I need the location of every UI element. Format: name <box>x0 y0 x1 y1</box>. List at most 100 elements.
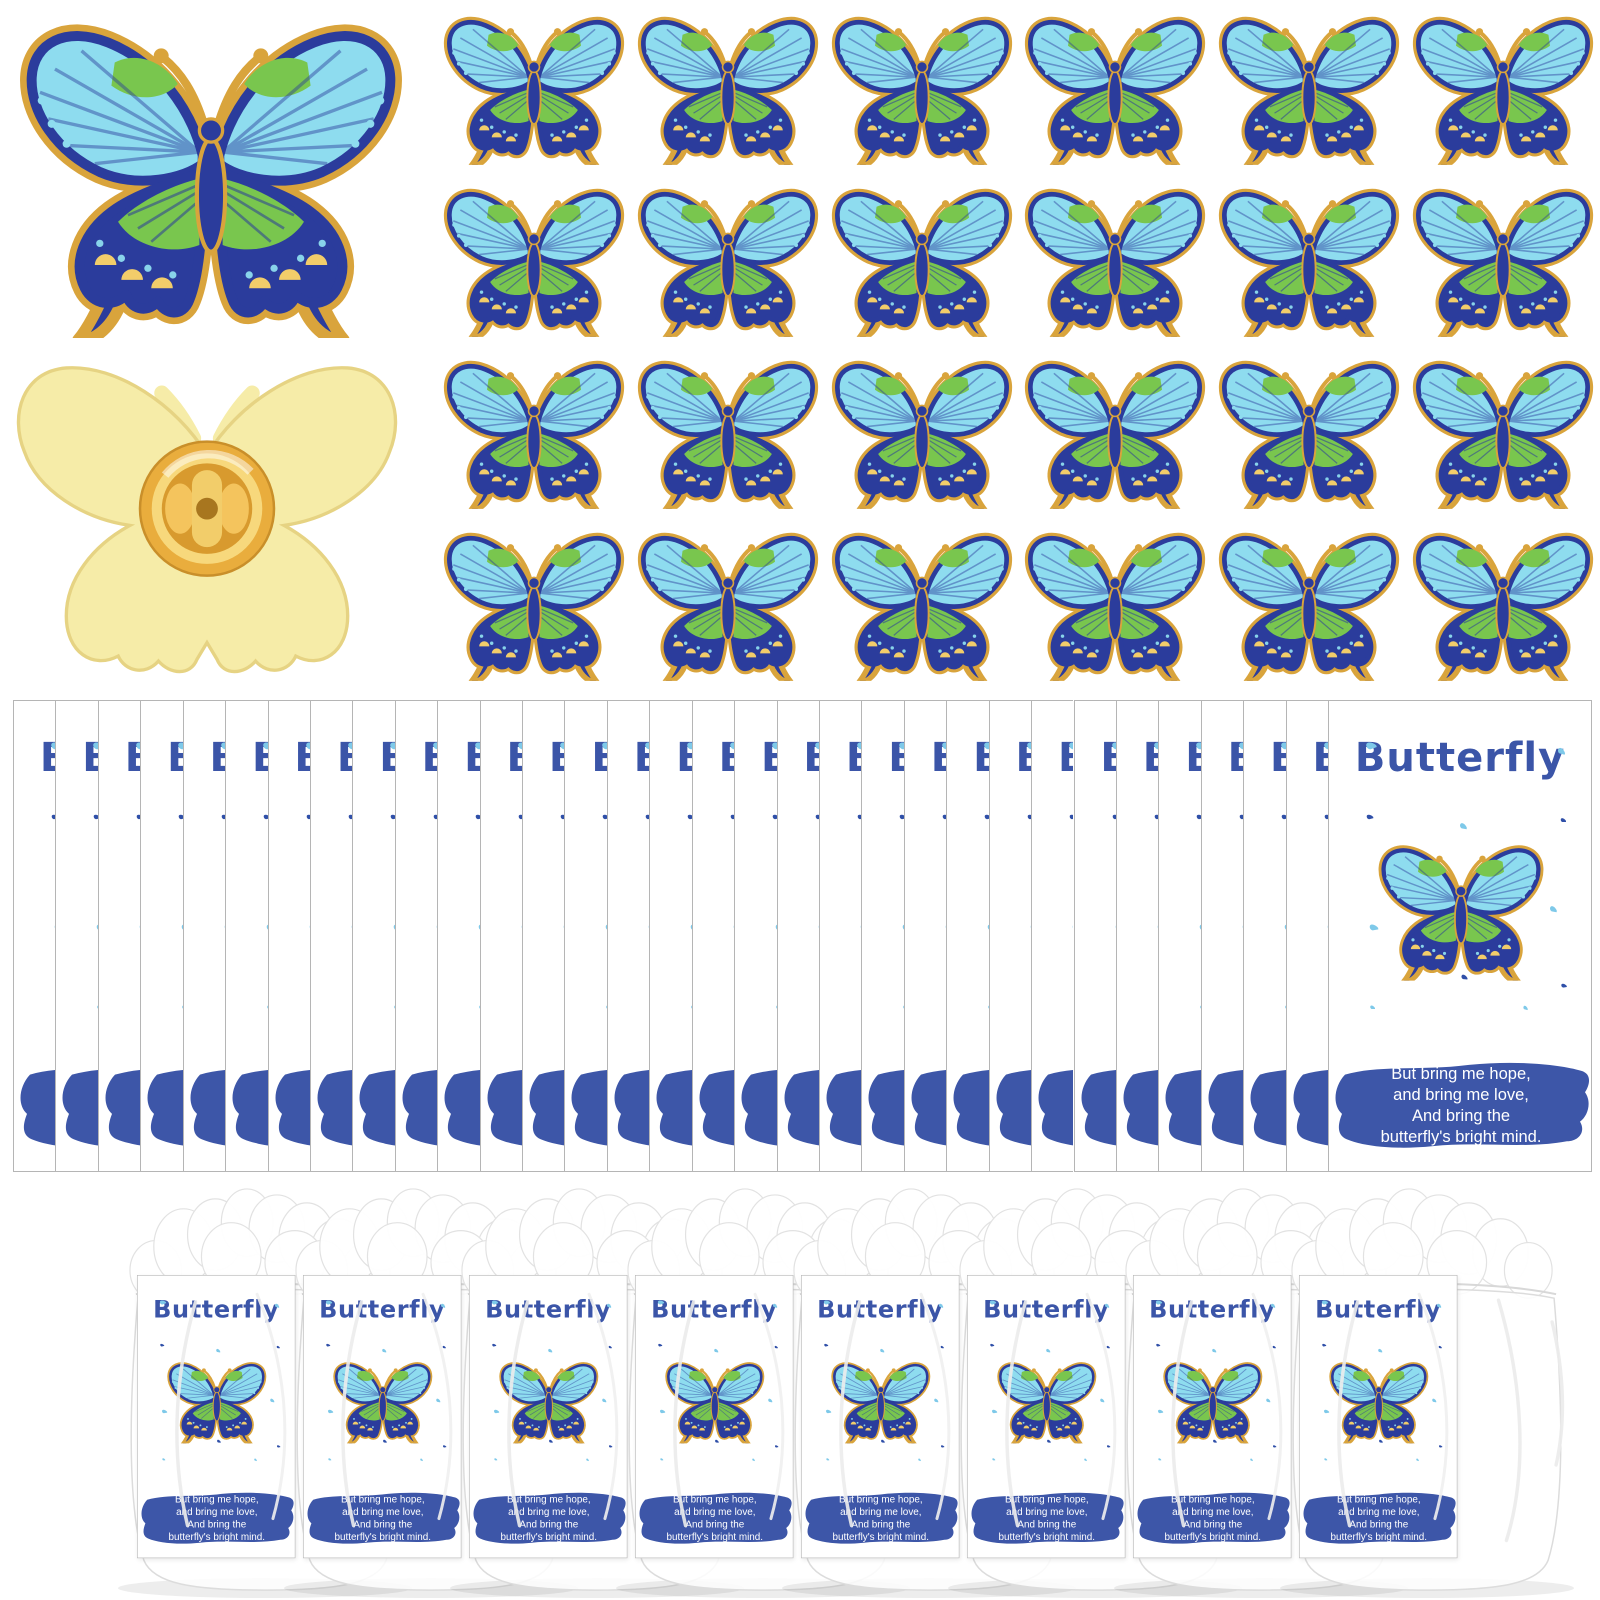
card-title: Butterfly <box>983 1296 1110 1324</box>
poem-brush: But bring me hope, and bring me love, An… <box>636 1489 793 1548</box>
light-blue-butterfly-icon <box>376 728 395 754</box>
gift-card: Butterfly But bring me hope, and bring m… <box>352 700 395 1172</box>
gift-card: Butterfly But bring me hope, and bring m… <box>97 700 141 1172</box>
brush-stroke <box>1293 1070 1328 1146</box>
navy-butterfly-icon <box>339 806 352 822</box>
stacked-gift-card-edge: Butterfly But bring me hope, and bring m… <box>309 700 353 1172</box>
gift-card: Butterfly But bring me hope, and bring m… <box>137 1275 296 1559</box>
poem-text: But bring me hope, and bring me love, An… <box>947 1057 988 1155</box>
light-blue-butterfly-icon <box>213 913 225 933</box>
poem-text: But bring me hope, and bring me love, An… <box>353 1057 394 1155</box>
poem-text: But bring me hope, and bring me love, An… <box>636 1489 793 1548</box>
light-blue-butterfly-icon <box>927 728 946 754</box>
gift-card: Butterfly But bring me hope, and bring m… <box>564 700 607 1172</box>
light-blue-butterfly-icon <box>722 913 734 933</box>
gift-card: Butterfly But bring me hope, and bring m… <box>776 700 819 1172</box>
card-title: Butterfly <box>817 1296 944 1324</box>
bag-gift-card: Butterfly But bring me hope, and bring m… <box>1133 1275 1293 1559</box>
gift-card: Butterfly But bring me hope, and bring m… <box>469 1275 628 1559</box>
navy-butterfly-icon <box>1315 806 1328 822</box>
light-blue-butterfly-icon <box>1097 728 1116 754</box>
light-blue-butterfly-icon <box>1316 913 1328 933</box>
gift-card: Butterfly But bring me hope, and bring m… <box>522 700 565 1172</box>
navy-butterfly-icon <box>1273 806 1286 822</box>
poem-line-2: and bring me love, <box>1006 1506 1088 1518</box>
poem-text: But bring me hope, and bring me love, An… <box>650 1057 691 1155</box>
stacked-gift-card-edge: Butterfly But bring me hope, and bring m… <box>564 700 607 1172</box>
butterfly-pin <box>828 8 1016 165</box>
gift-card: Butterfly But bring me hope, and bring m… <box>946 700 989 1172</box>
light-blue-butterfly-icon <box>44 913 56 933</box>
bag-gift-card: Butterfly But bring me hope, and bring m… <box>801 1275 961 1559</box>
organza-bag: Butterfly But bring me hope, and bring m… <box>763 1183 1095 1600</box>
light-blue-butterfly-icon <box>1224 728 1243 754</box>
poem-text: But bring me hope, and bring me love, An… <box>438 1057 479 1155</box>
brush-stroke <box>741 1070 777 1146</box>
brush-stroke <box>105 1070 141 1146</box>
gift-card: Butterfly But bring me hope, and bring m… <box>691 700 735 1172</box>
poem-text: But bring me hope, and bring me love, An… <box>1329 1057 1591 1155</box>
brush-stroke <box>826 1070 862 1146</box>
poem-line-3: And bring the <box>1017 1519 1077 1530</box>
butterfly-pin <box>1021 524 1209 681</box>
poem-line-1: But bring me hope, <box>838 1494 923 1505</box>
poem-line-4: butterfly's bright mind. <box>500 1531 598 1543</box>
navy-butterfly-icon <box>1230 806 1243 822</box>
bag-gift-card: Butterfly But bring me hope, and bring m… <box>1299 1275 1459 1559</box>
stacked-gift-card-edge: Butterfly But bring me hope, and bring m… <box>394 700 438 1172</box>
poem-line-2: and bring me love, <box>674 1506 756 1518</box>
poem-line-3: And bring the <box>1183 1519 1243 1530</box>
poem-brush: But bring me hope, and bring me love, An… <box>1117 1057 1159 1155</box>
navy-butterfly-icon <box>1454 965 1468 979</box>
brush-stroke <box>805 1492 958 1544</box>
bag-row: Butterfly But bring me hope, and bring m… <box>0 1183 1600 1600</box>
card-title: Butterfly <box>99 735 141 781</box>
brush-stroke <box>232 1070 268 1146</box>
card-title: Butterfly <box>311 735 353 781</box>
navy-butterfly-icon <box>212 806 225 822</box>
light-blue-butterfly-icon <box>885 728 904 754</box>
light-blue-butterfly-icon <box>163 728 182 754</box>
card-title: Butterfly <box>905 735 947 781</box>
light-blue-butterfly-icon <box>672 728 691 754</box>
brush-stroke <box>869 1070 904 1146</box>
light-blue-butterfly-icon <box>510 913 522 933</box>
light-blue-butterfly-icon <box>36 728 55 754</box>
navy-butterfly-icon <box>764 806 777 822</box>
bag-gift-card: Butterfly But bring me hope, and bring m… <box>967 1275 1127 1559</box>
poem-brush: But bring me hope, and bring me love, An… <box>353 1057 395 1155</box>
poem-text: But bring me hope, and bring me love, An… <box>396 1057 437 1155</box>
brush-stroke <box>317 1070 353 1146</box>
card-title: Butterfly <box>319 1296 446 1324</box>
poem-text: But bring me hope, and bring me love, An… <box>1075 1057 1116 1155</box>
light-blue-butterfly-icon <box>1549 735 1569 755</box>
light-blue-butterfly-icon <box>807 913 819 933</box>
poem-line-1: But bring me hope, <box>1170 1494 1255 1505</box>
light-blue-butterfly-icon <box>418 728 437 754</box>
brush-stroke <box>63 1070 98 1146</box>
gift-card: Butterfly But bring me hope, and bring m… <box>801 1275 960 1559</box>
organza-bag: Butterfly But bring me hope, and bring m… <box>1261 1183 1593 1600</box>
poem-text: But bring me hope, and bring me love, An… <box>905 1057 946 1155</box>
light-blue-butterfly-icon <box>680 913 692 933</box>
poem-brush: But bring me hope, and bring me love, An… <box>56 1057 98 1155</box>
stacked-gift-card-edge: Butterfly But bring me hope, and bring m… <box>13 700 56 1172</box>
poem-brush: But bring me hope, and bring me love, An… <box>608 1057 650 1155</box>
brush-stroke <box>444 1070 480 1146</box>
navy-butterfly-icon <box>1555 811 1566 822</box>
gift-card: Butterfly But bring me hope, and bring m… <box>903 700 947 1172</box>
gift-card: Butterfly But bring me hope, and bring m… <box>267 700 310 1172</box>
stacked-gift-card-edge: Butterfly But bring me hope, and bring m… <box>903 700 947 1172</box>
stacked-gift-card-edge: Butterfly But bring me hope, and bring m… <box>97 700 141 1172</box>
light-blue-butterfly-icon <box>468 913 480 933</box>
poem-brush: But bring me hope, and bring me love, An… <box>481 1057 523 1155</box>
navy-butterfly-icon <box>933 806 946 822</box>
poem-text: But bring me hope, and bring me love, An… <box>1202 1057 1243 1155</box>
poem-text: But bring me hope, and bring me love, An… <box>1134 1489 1291 1548</box>
brush-stroke <box>529 1070 565 1146</box>
poem-brush: But bring me hope, and bring me love, An… <box>523 1057 565 1155</box>
brush-stroke <box>656 1070 692 1146</box>
gift-card: Butterfly But bring me hope, and bring m… <box>649 700 692 1172</box>
poem-text: But bring me hope, and bring me love, An… <box>1159 1057 1200 1155</box>
